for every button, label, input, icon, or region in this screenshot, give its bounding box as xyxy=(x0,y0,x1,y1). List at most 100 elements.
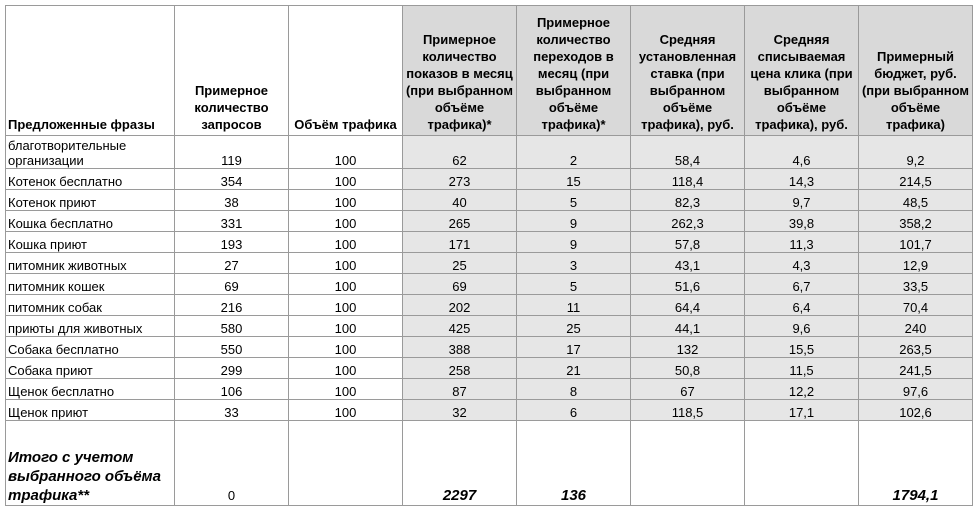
value-cell: 3 xyxy=(516,252,631,274)
value-cell: 62 xyxy=(402,135,517,169)
header-cell: Примерное количество запросов xyxy=(174,5,289,136)
value-cell: 100 xyxy=(288,399,403,421)
value-cell: 5 xyxy=(516,189,631,211)
value-cell: 258 xyxy=(402,357,517,379)
value-cell: 67 xyxy=(630,378,745,400)
value-cell: 11,5 xyxy=(744,357,859,379)
header-cell: Средняя списываемая цена клика (при выбр… xyxy=(744,5,859,136)
phrase-cell: Собака бесплатно xyxy=(5,336,175,358)
value-cell: 97,6 xyxy=(858,378,973,400)
value-cell: 12,2 xyxy=(744,378,859,400)
total-row: Итого с учетом выбранного объёма трафика… xyxy=(5,420,973,506)
value-cell: 100 xyxy=(288,378,403,400)
value-cell: 100 xyxy=(288,273,403,295)
header-cell: Предложенные фразы xyxy=(5,5,175,136)
value-cell: 100 xyxy=(288,168,403,190)
phrase-cell: питомник собак xyxy=(5,294,175,316)
value-cell: 21 xyxy=(516,357,631,379)
header-cell: Примерный бюджет, руб. (при выбранном об… xyxy=(858,5,973,136)
value-cell: 9,6 xyxy=(744,315,859,337)
value-cell: 38 xyxy=(174,189,289,211)
value-cell: 39,8 xyxy=(744,210,859,232)
phrase-cell: питомник животных xyxy=(5,252,175,274)
value-cell: 265 xyxy=(402,210,517,232)
value-cell: 262,3 xyxy=(630,210,745,232)
value-cell: 6 xyxy=(516,399,631,421)
data-row: питомник животных 27 100 25 3 43,1 4,3 12,9 xyxy=(5,252,973,274)
value-cell: 51,6 xyxy=(630,273,745,295)
value-cell: 118,4 xyxy=(630,168,745,190)
total-budget: 1794,1 xyxy=(858,420,973,506)
phrase-cell: приюты для животных xyxy=(5,315,175,337)
value-cell: 263,5 xyxy=(858,336,973,358)
value-cell: 425 xyxy=(402,315,517,337)
value-cell: 43,1 xyxy=(630,252,745,274)
value-cell: 354 xyxy=(174,168,289,190)
data-row: Котенок бесплатно 354 100 273 15 118,4 14,3 214… xyxy=(5,168,973,190)
value-cell: 8 xyxy=(516,378,631,400)
value-cell: 100 xyxy=(288,252,403,274)
value-cell: 9,2 xyxy=(858,135,973,169)
value-cell: 17 xyxy=(516,336,631,358)
table-body: Предложенные фразы Примерное количество з… xyxy=(5,5,973,506)
phrase-cell: благотворительные организации xyxy=(5,135,175,169)
value-cell: 25 xyxy=(516,315,631,337)
header-row: Предложенные фразы Примерное количество з… xyxy=(5,5,973,136)
value-cell: 388 xyxy=(402,336,517,358)
data-row: Собака приют 299 100 258 21 50,8 11,5 241,5 xyxy=(5,357,973,379)
value-cell: 6,7 xyxy=(744,273,859,295)
value-cell: 240 xyxy=(858,315,973,337)
value-cell: 100 xyxy=(288,336,403,358)
value-cell: 100 xyxy=(288,357,403,379)
phrase-cell: Щенок приют xyxy=(5,399,175,421)
phrase-cell: Котенок бесплатно xyxy=(5,168,175,190)
value-cell: 100 xyxy=(288,189,403,211)
data-row: питомник собак 216 100 202 11 64,4 6,4 70,4 xyxy=(5,294,973,316)
value-cell: 33,5 xyxy=(858,273,973,295)
value-cell: 15 xyxy=(516,168,631,190)
value-cell: 40 xyxy=(402,189,517,211)
value-cell: 14,3 xyxy=(744,168,859,190)
value-cell: 9 xyxy=(516,231,631,253)
data-row: приюты для животных 580 100 425 25 44,1 9,6 240 xyxy=(5,315,973,337)
header-cell: Примерное количество переходов в месяц (… xyxy=(516,5,631,136)
total-impressions: 2297 xyxy=(402,420,517,506)
value-cell: 101,7 xyxy=(858,231,973,253)
value-cell: 202 xyxy=(402,294,517,316)
value-cell: 100 xyxy=(288,315,403,337)
value-cell: 9 xyxy=(516,210,631,232)
value-cell: 4,6 xyxy=(744,135,859,169)
value-cell: 69 xyxy=(174,273,289,295)
value-cell: 44,1 xyxy=(630,315,745,337)
value-cell: 25 xyxy=(402,252,517,274)
empty-cell xyxy=(630,420,745,506)
data-row: Кошка бесплатно 331 100 265 9 262,3 39,8 358,2 xyxy=(5,210,973,232)
data-row: Щенок бесплатно 106 100 87 8 67 12,2 97,6 xyxy=(5,378,973,400)
data-row: Собака бесплатно 550 100 388 17 132 15,5 263,5 xyxy=(5,336,973,358)
value-cell: 358,2 xyxy=(858,210,973,232)
value-cell: 70,4 xyxy=(858,294,973,316)
value-cell: 64,4 xyxy=(630,294,745,316)
value-cell: 33 xyxy=(174,399,289,421)
value-cell: 5 xyxy=(516,273,631,295)
data-row: Кошка приют 193 100 171 9 57,8 11,3 101,7 xyxy=(5,231,973,253)
value-cell: 102,6 xyxy=(858,399,973,421)
value-cell: 273 xyxy=(402,168,517,190)
value-cell: 4,3 xyxy=(744,252,859,274)
value-cell: 27 xyxy=(174,252,289,274)
empty-cell xyxy=(288,420,403,506)
value-cell: 171 xyxy=(402,231,517,253)
value-cell: 214,5 xyxy=(858,168,973,190)
value-cell: 580 xyxy=(174,315,289,337)
value-cell: 50,8 xyxy=(630,357,745,379)
total-clicks: 136 xyxy=(516,420,631,506)
header-cell: Объём трафика xyxy=(288,5,403,136)
value-cell: 132 xyxy=(630,336,745,358)
value-cell: 87 xyxy=(402,378,517,400)
value-cell: 216 xyxy=(174,294,289,316)
value-cell: 193 xyxy=(174,231,289,253)
value-cell: 100 xyxy=(288,294,403,316)
value-cell: 58,4 xyxy=(630,135,745,169)
value-cell: 57,8 xyxy=(630,231,745,253)
value-cell: 11,3 xyxy=(744,231,859,253)
